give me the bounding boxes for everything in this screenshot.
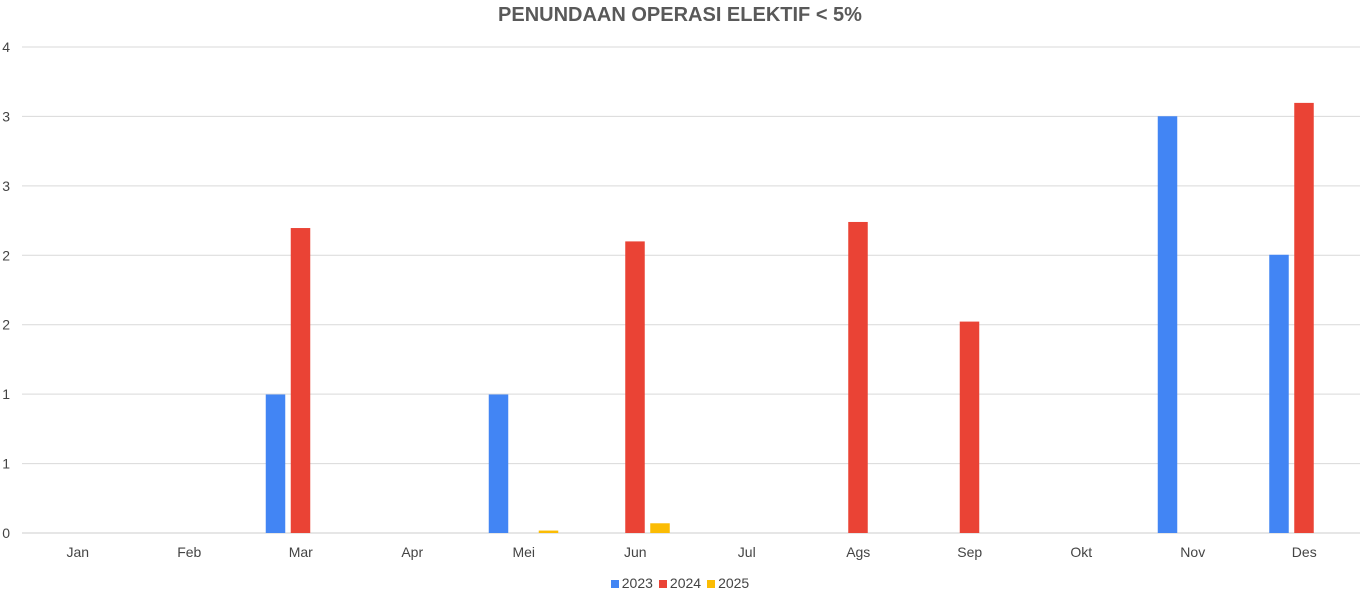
y-tick-label: 2 [2, 247, 10, 263]
x-tick-label: Jan [66, 544, 89, 560]
bar-2024-Mar [290, 228, 311, 533]
bar-2025-Mei [538, 530, 559, 533]
y-tick-label: 3 [2, 178, 10, 194]
legend-label: 2025 [718, 575, 750, 591]
x-tick-label: Apr [401, 544, 423, 560]
y-tick-label: 2 [2, 317, 10, 333]
legend-swatch [610, 580, 619, 588]
y-tick-label: 3 [2, 108, 10, 124]
bar-2024-Des [1294, 102, 1314, 533]
x-tick-label: Jul [738, 544, 756, 560]
y-tick-label: 4 [2, 39, 10, 55]
legend: 2023 2024 2025 [0, 575, 1360, 591]
bar-2023-Des [1269, 254, 1289, 533]
x-tick-label: Des [1292, 544, 1317, 560]
y-tick-label: 1 [2, 456, 10, 472]
x-tick-label: Mei [512, 544, 535, 560]
bar-2023-Mar [265, 394, 286, 533]
bar-2025-Jun [650, 523, 670, 533]
legend-item: 2023 [610, 575, 653, 591]
x-tick-label: Ags [846, 544, 870, 560]
y-tick-label: 0 [2, 525, 10, 541]
x-tick-label: Jun [624, 544, 647, 560]
x-tick-label: Okt [1070, 544, 1092, 560]
x-tick-label: Sep [957, 544, 982, 560]
bar-2023-Mei [488, 394, 509, 533]
bar-2024-Ags [848, 221, 868, 533]
legend-label: 2023 [621, 575, 653, 591]
bar-2024-Jun [625, 241, 645, 533]
chart-title: PENUNDAAN OPERASI ELEKTIF < 5% [498, 4, 862, 26]
y-tick-label: 1 [2, 386, 10, 402]
bar-2024-Sep [959, 321, 980, 533]
x-tick-label: Mar [289, 544, 313, 560]
x-tick-label: Feb [177, 544, 201, 560]
legend-label: 2024 [669, 575, 702, 591]
x-tick-label: Nov [1180, 544, 1205, 560]
legend-swatch [658, 580, 667, 588]
legend-item: 2024 [658, 575, 702, 591]
bar-2023-Nov [1157, 116, 1178, 533]
legend-item: 2025 [707, 575, 749, 591]
legend-swatch [707, 580, 716, 588]
